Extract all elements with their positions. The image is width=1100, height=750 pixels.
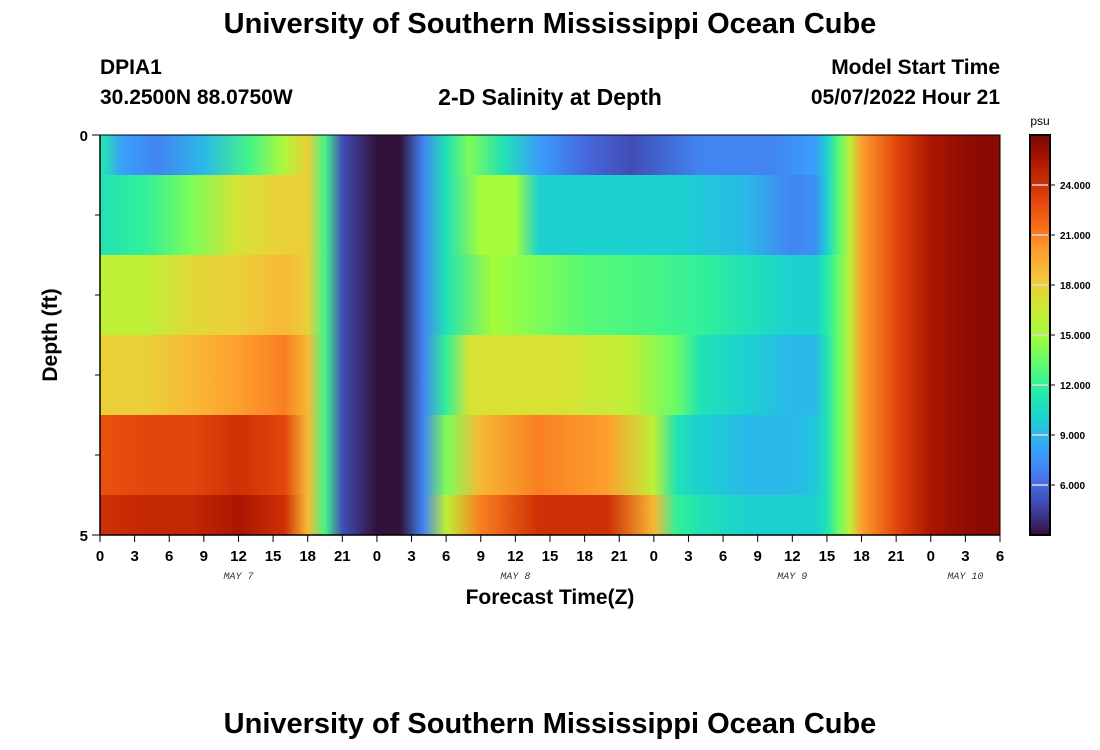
- colorbar-tick-label: 9.000: [1060, 431, 1085, 442]
- x-tick-label: 12: [784, 548, 801, 565]
- y-tick-label: 5: [80, 528, 88, 545]
- heatmap-layers: [100, 135, 1000, 535]
- x-tick-label: 3: [961, 548, 969, 565]
- x-tick-label: 15: [542, 548, 559, 565]
- x-tick-label: 21: [611, 548, 628, 565]
- colorbar-unit-label: psu: [1030, 114, 1049, 128]
- heatmap-layer: [100, 415, 1000, 495]
- colorbar-tick-label: 21.000: [1060, 231, 1091, 242]
- colorbar-tick-label: 15.000: [1060, 331, 1091, 342]
- date-label: MAY 8: [500, 572, 530, 583]
- x-tick-label: 0: [927, 548, 935, 565]
- heatmap-layer: [100, 255, 1000, 335]
- x-tick-label: 12: [230, 548, 247, 565]
- station-coordinates: 30.2500N 88.0750W: [100, 86, 293, 109]
- x-tick-label: 6: [165, 548, 173, 565]
- x-axis-label: Forecast Time(Z): [466, 586, 635, 609]
- x-tick-label: 6: [996, 548, 1004, 565]
- y-axis-label: Depth (ft): [39, 288, 62, 381]
- x-tick-label: 3: [407, 548, 415, 565]
- station-id: DPIA1: [100, 56, 162, 79]
- x-tick-label: 0: [373, 548, 381, 565]
- heatmap-layer: [100, 495, 1000, 535]
- x-tick-label: 18: [853, 548, 870, 565]
- x-tick-label: 6: [719, 548, 727, 565]
- x-tick-label: 3: [130, 548, 138, 565]
- x-tick-label: 0: [650, 548, 658, 565]
- x-tick-label: 9: [754, 548, 762, 565]
- colorbar-ticks: 24.000 21.000 18.000 15.000 12.000 9.000 6.000: [1032, 181, 1091, 492]
- x-tick-label: 6: [442, 548, 450, 565]
- heatmap-layer: [100, 135, 1000, 175]
- y-axis: 05: [80, 128, 101, 545]
- x-tick-label: 3: [684, 548, 692, 565]
- x-tick-label: 9: [477, 548, 485, 565]
- x-tick-label: 15: [265, 548, 282, 565]
- colorbar-tick-label: 18.000: [1060, 281, 1091, 292]
- model-start-value: 05/07/2022 Hour 21: [810, 86, 1000, 109]
- page-title: University of Southern Mississippi Ocean…: [223, 8, 877, 40]
- heatmap-layer: [100, 175, 1000, 255]
- colorbar-tick-label: 24.000: [1060, 181, 1091, 192]
- x-axis: 0 3 6 9 12 15 18 21 0 3 6 9 12 15 18 21 0 3 6 9 12 15 18 21 0 3 6 M…: [96, 534, 1004, 583]
- x-tick-label: 21: [888, 548, 905, 565]
- x-tick-label: 15: [819, 548, 836, 565]
- footer-title: University of Southern Mississippi Ocean…: [223, 708, 877, 740]
- date-label: MAY 9: [777, 572, 807, 583]
- model-start-label: Model Start Time: [831, 56, 1000, 79]
- colorbar-tick-label: 12.000: [1060, 381, 1091, 392]
- chart-subtitle: 2-D Salinity at Depth: [438, 84, 662, 110]
- x-tick-label: 18: [576, 548, 593, 565]
- date-label: MAY 7: [223, 572, 253, 583]
- colorbar: psu 24.000 21.000 18.000 15.000 12.000 9.000 6…: [1029, 114, 1091, 536]
- x-tick-label: 18: [299, 548, 316, 565]
- x-tick-label: 9: [200, 548, 208, 565]
- x-tick-label: 12: [507, 548, 524, 565]
- colorbar-tick-label: 6.000: [1060, 481, 1085, 492]
- x-tick-label: 0: [96, 548, 104, 565]
- x-tick-label: 21: [334, 548, 351, 565]
- y-tick-label: 0: [80, 128, 88, 145]
- date-label: MAY 10: [947, 572, 983, 583]
- heatmap-layer: [100, 335, 1000, 415]
